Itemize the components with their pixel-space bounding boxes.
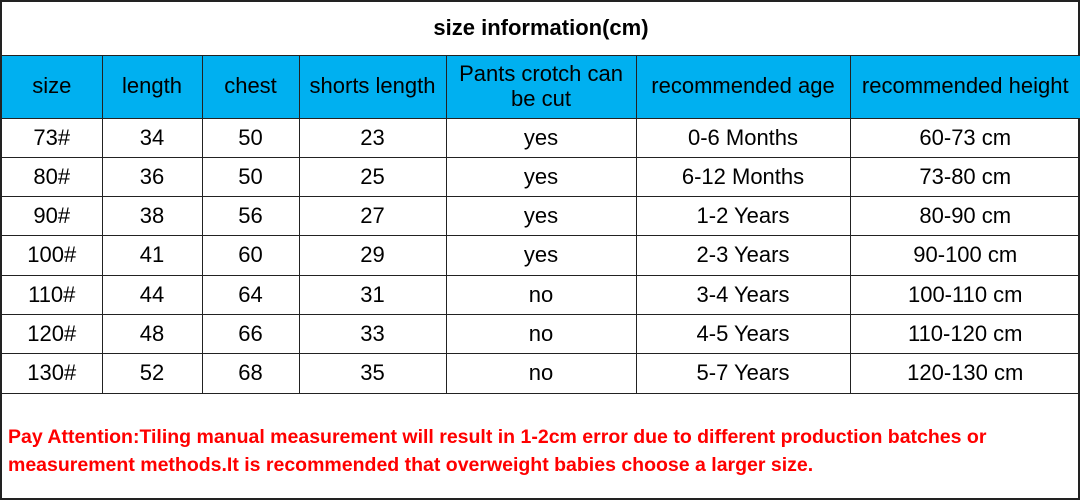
table-cell: 2-3 Years — [635, 235, 851, 276]
table-row: 100# 41 60 29 yes 2-3 Years 90-100 cm — [2, 235, 1080, 276]
column-header: length — [101, 54, 203, 119]
table-cell: 29 — [298, 235, 447, 276]
table-cell: 100-110 cm — [849, 274, 1080, 315]
table-row: 120# 48 66 33 no 4-5 Years 110-120 cm — [2, 313, 1080, 355]
column-header: size — [2, 54, 103, 119]
table-row: 130# 52 68 35 no 5-7 Years 120-130 cm — [2, 353, 1080, 394]
table-cell: 0-6 Months — [635, 117, 851, 158]
table-cell: 120# — [2, 313, 103, 355]
table-cell: 5-7 Years — [635, 353, 851, 394]
table-cell: 80# — [2, 156, 103, 198]
table-cell: 50 — [201, 117, 300, 158]
table-cell: 90-100 cm — [849, 235, 1080, 276]
table-cell: 120-130 cm — [849, 353, 1080, 394]
size-table: size information(cm) size length chest shor… — [2, 2, 1080, 394]
table-cell: 44 — [101, 274, 203, 315]
table-cell: yes — [445, 196, 637, 237]
table-cell: 27 — [298, 196, 447, 237]
column-header: chest — [201, 54, 300, 119]
table-cell: yes — [445, 117, 637, 158]
table-row: 80# 36 50 25 yes 6-12 Months 73-80 cm — [2, 156, 1080, 198]
column-header: shorts length — [298, 54, 447, 119]
table-cell: 1-2 Years — [635, 196, 851, 237]
table-cell: 35 — [298, 353, 447, 394]
table-cell: 6-12 Months — [635, 156, 851, 198]
column-header: recommended age — [635, 54, 851, 119]
table-cell: 31 — [298, 274, 447, 315]
table-cell: 34 — [101, 117, 203, 158]
table-cell: 50 — [201, 156, 300, 198]
table-cell: 52 — [101, 353, 203, 394]
table-cell: 33 — [298, 313, 447, 355]
column-header: recommended height — [849, 54, 1080, 119]
table-cell: 3-4 Years — [635, 274, 851, 315]
table-cell: 100# — [2, 235, 103, 276]
table-cell: 48 — [101, 313, 203, 355]
table-cell: 36 — [101, 156, 203, 198]
table-cell: 56 — [201, 196, 300, 237]
table-title: size information(cm) — [2, 2, 1080, 56]
table-cell: no — [445, 313, 637, 355]
table-cell: 25 — [298, 156, 447, 198]
table-cell: 4-5 Years — [635, 313, 851, 355]
table-row: 90# 38 56 27 yes 1-2 Years 80-90 cm — [2, 196, 1080, 237]
table-cell: 60-73 cm — [849, 117, 1080, 158]
table-cell: 23 — [298, 117, 447, 158]
table-cell: 80-90 cm — [849, 196, 1080, 237]
table-cell: 130# — [2, 353, 103, 394]
table-row: 110# 44 64 31 no 3-4 Years 100-110 cm — [2, 274, 1080, 315]
table-cell: 66 — [201, 313, 300, 355]
table-cell: 73-80 cm — [849, 156, 1080, 198]
table-cell: 68 — [201, 353, 300, 394]
table-cell: 38 — [101, 196, 203, 237]
table-cell: 64 — [201, 274, 300, 315]
table-cell: 110-120 cm — [849, 313, 1080, 355]
table-cell: 60 — [201, 235, 300, 276]
table-cell: no — [445, 274, 637, 315]
column-header: Pants crotch can be cut — [445, 54, 637, 119]
table-cell: yes — [445, 235, 637, 276]
table-cell: 110# — [2, 274, 103, 315]
table-cell: no — [445, 353, 637, 394]
attention-note: Pay Attention:Tiling manual measurement … — [8, 426, 987, 476]
table-cell: 73# — [2, 117, 103, 158]
table-cell: 90# — [2, 196, 103, 237]
table-cell: 41 — [101, 235, 203, 276]
table-cell: yes — [445, 156, 637, 198]
table-row: 73# 34 50 23 yes 0-6 Months 60-73 cm — [2, 117, 1080, 158]
header-row: size length chest shorts length Pants crotch… — [2, 54, 1080, 119]
